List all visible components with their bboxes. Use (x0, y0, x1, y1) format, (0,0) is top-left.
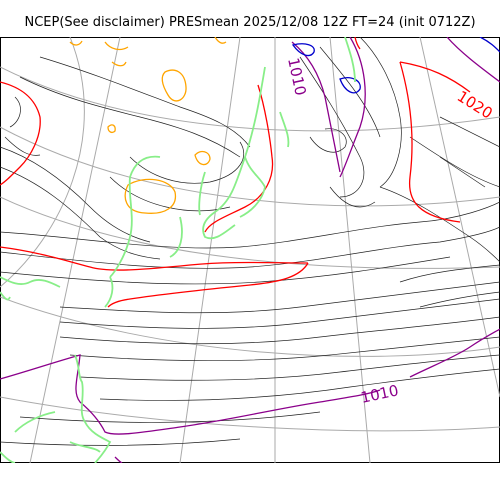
contour-1030 (69, 37, 227, 214)
graticule (0, 37, 500, 463)
contour-1010 (0, 37, 500, 463)
pressure-map: 1010 1020 1010 (0, 37, 500, 463)
isobars (0, 37, 500, 446)
contour-1020 (0, 37, 471, 308)
map-title: NCEP(See disclaimer) PRESmean 2025/12/08… (24, 15, 476, 30)
map-frame (0, 37, 500, 463)
coastline (0, 37, 356, 463)
contour-1000 (291, 37, 500, 94)
